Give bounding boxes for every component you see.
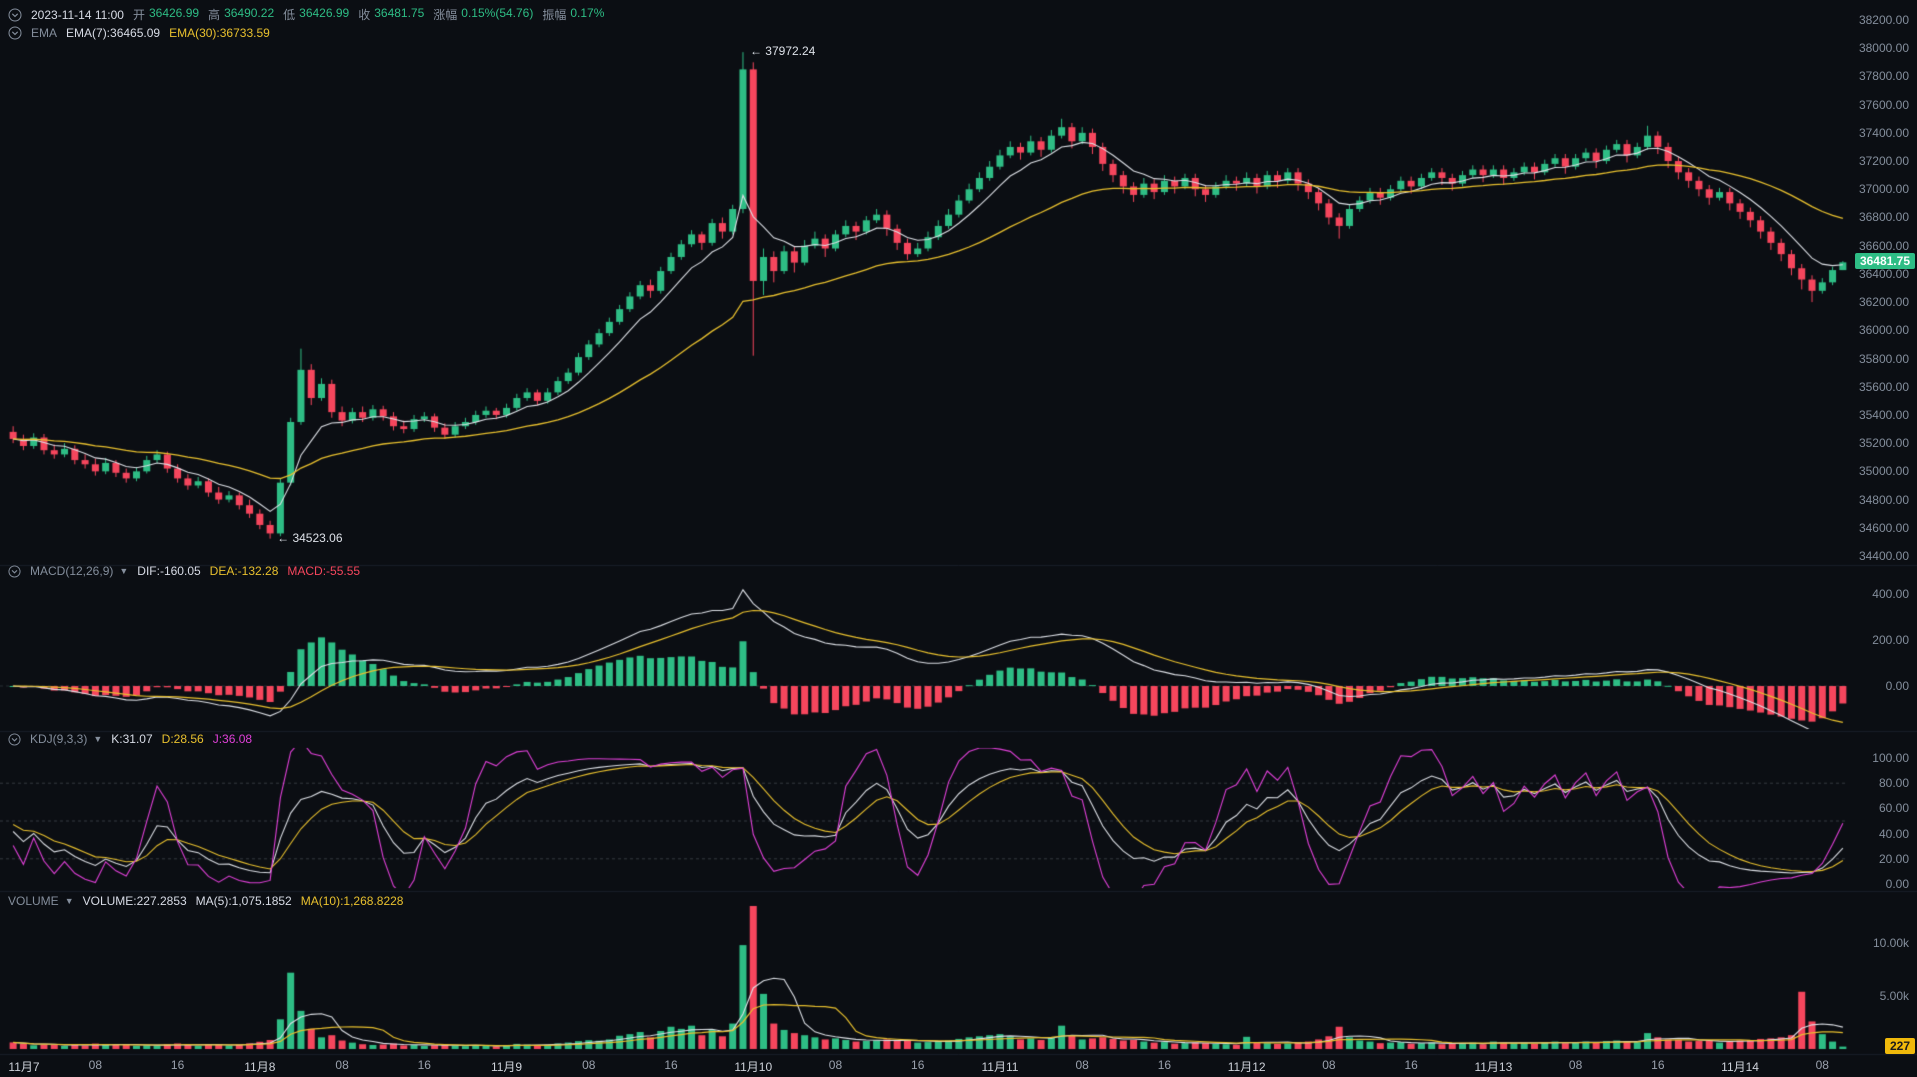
macd-dropdown-caret-icon[interactable]: ▼ (119, 566, 129, 576)
indicator-settings-icon[interactable] (8, 732, 21, 746)
indicator-settings-icon[interactable] (8, 564, 21, 578)
kdj-dropdown-caret-icon[interactable]: ▼ (93, 734, 103, 744)
collapse-chevron-icon[interactable] (8, 8, 22, 22)
collapse-chevron-icon[interactable] (8, 26, 22, 40)
volume-dropdown-caret-icon[interactable]: ▼ (64, 896, 74, 906)
